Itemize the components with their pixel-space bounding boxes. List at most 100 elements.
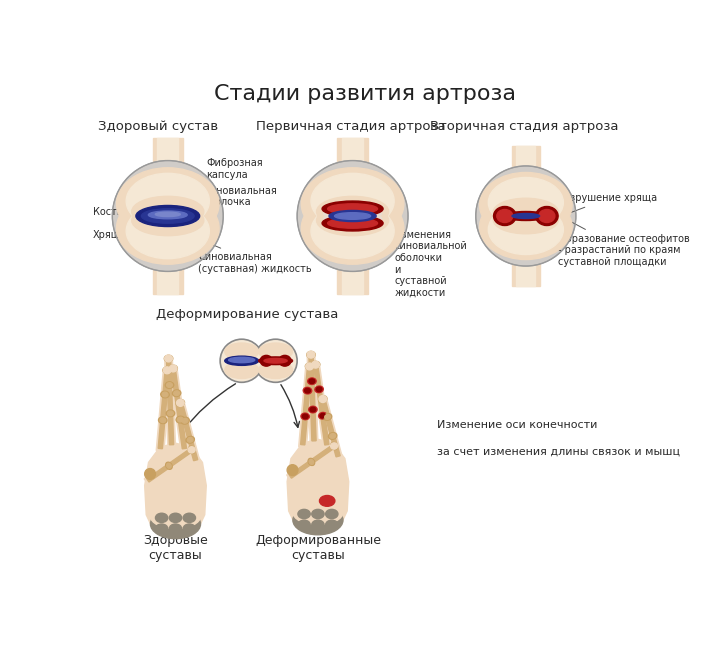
- Text: Здоровый сустав: Здоровый сустав: [98, 120, 219, 133]
- Ellipse shape: [166, 462, 172, 470]
- Polygon shape: [326, 419, 334, 434]
- Polygon shape: [147, 466, 168, 482]
- Ellipse shape: [172, 390, 181, 397]
- Polygon shape: [156, 420, 167, 452]
- Ellipse shape: [332, 444, 336, 448]
- Polygon shape: [287, 439, 349, 528]
- Text: Первичная стадия артроза: Первичная стадия артроза: [256, 120, 446, 133]
- Circle shape: [287, 464, 298, 475]
- Ellipse shape: [317, 205, 389, 235]
- Polygon shape: [319, 398, 331, 418]
- Polygon shape: [318, 392, 325, 413]
- Polygon shape: [312, 364, 323, 390]
- Ellipse shape: [155, 513, 168, 522]
- Polygon shape: [164, 359, 173, 385]
- Bar: [337, 255, 368, 293]
- Ellipse shape: [317, 196, 389, 227]
- Polygon shape: [163, 372, 169, 392]
- Ellipse shape: [328, 218, 377, 228]
- Ellipse shape: [501, 215, 551, 220]
- Polygon shape: [303, 393, 310, 414]
- Ellipse shape: [162, 392, 168, 397]
- Bar: [516, 146, 535, 181]
- Polygon shape: [167, 387, 172, 411]
- Ellipse shape: [311, 203, 394, 259]
- Ellipse shape: [258, 343, 293, 360]
- Ellipse shape: [136, 206, 199, 226]
- Ellipse shape: [329, 210, 376, 221]
- Ellipse shape: [315, 386, 323, 393]
- Ellipse shape: [169, 365, 177, 372]
- Ellipse shape: [183, 513, 196, 522]
- Text: Разрушение хряща: Разрушение хряща: [548, 194, 657, 221]
- Polygon shape: [166, 385, 174, 413]
- Ellipse shape: [176, 416, 184, 423]
- Ellipse shape: [305, 363, 314, 370]
- Ellipse shape: [188, 447, 195, 453]
- Ellipse shape: [163, 367, 171, 373]
- Ellipse shape: [325, 415, 330, 419]
- Ellipse shape: [323, 210, 382, 218]
- Ellipse shape: [311, 361, 320, 368]
- Polygon shape: [319, 415, 331, 448]
- Ellipse shape: [323, 213, 382, 223]
- Polygon shape: [172, 370, 179, 392]
- Ellipse shape: [177, 401, 183, 405]
- Ellipse shape: [187, 437, 193, 442]
- Ellipse shape: [309, 379, 315, 384]
- Polygon shape: [309, 410, 318, 443]
- Polygon shape: [303, 366, 313, 391]
- Ellipse shape: [165, 382, 174, 388]
- Polygon shape: [167, 361, 172, 383]
- Ellipse shape: [305, 363, 313, 370]
- Ellipse shape: [325, 510, 338, 519]
- Polygon shape: [167, 447, 194, 468]
- Ellipse shape: [301, 192, 404, 264]
- Ellipse shape: [189, 446, 195, 453]
- Bar: [342, 255, 363, 293]
- Ellipse shape: [126, 203, 209, 259]
- Ellipse shape: [501, 212, 551, 217]
- Ellipse shape: [301, 168, 404, 240]
- Ellipse shape: [258, 357, 293, 364]
- Ellipse shape: [225, 356, 258, 365]
- Bar: [157, 139, 179, 177]
- Ellipse shape: [167, 463, 171, 468]
- Ellipse shape: [493, 198, 558, 226]
- Ellipse shape: [312, 361, 320, 368]
- Ellipse shape: [163, 367, 172, 373]
- Ellipse shape: [164, 368, 170, 373]
- Ellipse shape: [166, 356, 172, 361]
- Ellipse shape: [132, 196, 204, 227]
- Ellipse shape: [117, 192, 219, 264]
- Bar: [512, 146, 540, 181]
- Polygon shape: [189, 441, 198, 461]
- Polygon shape: [179, 404, 187, 419]
- Text: за счет изменения длины связок и мышц: за счет изменения длины связок и мышц: [437, 447, 680, 457]
- Ellipse shape: [278, 355, 291, 366]
- Polygon shape: [307, 355, 315, 381]
- Ellipse shape: [307, 352, 315, 358]
- Bar: [157, 255, 179, 293]
- Ellipse shape: [182, 419, 188, 423]
- Polygon shape: [182, 420, 194, 441]
- Bar: [337, 139, 368, 177]
- Ellipse shape: [137, 213, 198, 224]
- Ellipse shape: [166, 410, 174, 417]
- Ellipse shape: [497, 210, 513, 223]
- Ellipse shape: [167, 411, 173, 415]
- Polygon shape: [177, 419, 189, 451]
- Bar: [516, 251, 535, 286]
- Ellipse shape: [330, 433, 335, 439]
- Circle shape: [476, 166, 576, 266]
- Ellipse shape: [260, 355, 273, 366]
- Ellipse shape: [159, 417, 167, 424]
- Bar: [152, 255, 183, 293]
- Ellipse shape: [174, 391, 179, 395]
- Ellipse shape: [480, 195, 572, 259]
- Polygon shape: [314, 366, 321, 388]
- Polygon shape: [287, 459, 313, 481]
- Ellipse shape: [319, 395, 327, 402]
- Ellipse shape: [164, 355, 173, 362]
- Polygon shape: [177, 402, 189, 422]
